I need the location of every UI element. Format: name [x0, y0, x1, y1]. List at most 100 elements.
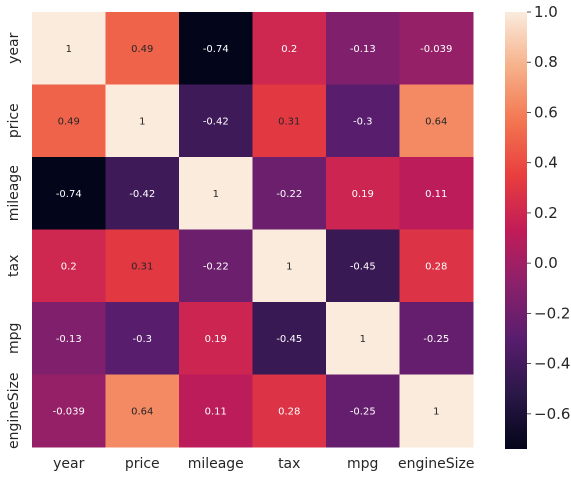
heatmap-cell [399, 374, 474, 448]
heatmap-cell [252, 302, 327, 375]
heatmap-cell [179, 302, 253, 375]
cell-value-label: -0.3 [132, 334, 152, 345]
colorbar: 1.0 0.8 0.6 0.4 0.2 0.0 −0.2 −0.4 −0.6 [505, 3, 570, 449]
x-tick-label: tax [278, 456, 300, 472]
cell-value-label: -0.13 [350, 44, 376, 55]
cell-value-label: -0.039 [420, 44, 452, 55]
cell-value-label: 0.2 [281, 44, 297, 55]
cell-value-label: 0.28 [278, 406, 300, 417]
y-tick-label: mileage [6, 165, 22, 221]
heatmap-cell [179, 374, 253, 448]
cell-value-label: -0.74 [203, 44, 229, 55]
y-tick-label: tax [6, 255, 22, 277]
cell-value-label: -0.45 [350, 261, 376, 272]
cell-value-label: 0.11 [205, 406, 227, 417]
heatmap-cell-labels: 1 0.49 -0.74 0.2 -0.13 -0.039 0.49 1 -0.42 0.31 -0… [53, 44, 453, 418]
cell-value-label: -0.25 [350, 406, 376, 417]
heatmap-cell [179, 229, 253, 303]
heatmap-cell [32, 229, 106, 303]
heatmap-cell [32, 157, 106, 230]
cell-value-label: 0.64 [131, 406, 153, 417]
heatmap-cell [399, 157, 474, 230]
heatmap-cell [32, 302, 106, 375]
colorbar-tick-label: 0.4 [534, 154, 558, 172]
cell-value-label: 0.28 [425, 261, 447, 272]
colorbar-tick-label: −0.4 [534, 355, 570, 373]
colorbar-tick-label: 0.8 [534, 53, 558, 71]
cell-value-label: 0.2 [61, 261, 77, 272]
heatmap-cells [32, 12, 474, 448]
cell-value-label: 1 [139, 116, 145, 127]
x-axis-tick-labels: year price mileage tax mpg engineSize [53, 456, 474, 472]
heatmap-cell [252, 374, 327, 448]
cell-value-label: 1 [360, 334, 366, 345]
heatmap-cell [105, 157, 180, 230]
x-tick-label: year [53, 456, 84, 472]
cell-value-label: 0.11 [425, 189, 447, 200]
x-tick-label: mpg [347, 456, 378, 472]
cell-value-label: -0.42 [129, 189, 155, 200]
cell-value-label: 1 [66, 44, 72, 55]
cell-value-label: -0.42 [203, 116, 229, 127]
heatmap-cell [399, 302, 474, 375]
heatmap-cell [32, 84, 106, 158]
heatmap-cell [32, 12, 106, 85]
heatmap-cell [326, 229, 400, 303]
heatmap-cell [179, 84, 253, 158]
heatmap-cell [326, 374, 400, 448]
cell-value-label: 0.49 [58, 116, 80, 127]
cell-value-label: -0.25 [423, 334, 449, 345]
cell-value-label: 0.31 [278, 116, 300, 127]
heatmap-cell [105, 374, 180, 448]
colorbar-tick-label: 0.2 [534, 204, 558, 222]
cell-value-label: -0.13 [56, 334, 82, 345]
cell-value-label: 1 [286, 261, 292, 272]
colorbar-tick-label: 0.0 [534, 254, 558, 272]
cell-value-label: 0.31 [131, 261, 153, 272]
y-tick-label: year [6, 32, 22, 63]
x-tick-label: mileage [188, 456, 244, 472]
cell-value-label: -0.74 [56, 189, 82, 200]
cell-value-label: -0.22 [276, 189, 302, 200]
cell-value-label: 0.64 [425, 116, 447, 127]
heatmap-cell [105, 302, 180, 375]
cell-value-label: -0.039 [53, 406, 85, 417]
heatmap-cell [105, 84, 180, 158]
heatmap-cell [399, 84, 474, 158]
heatmap-cell [179, 157, 253, 230]
x-tick-label: engineSize [398, 456, 475, 472]
heatmap-cell [32, 374, 106, 448]
colorbar-tick-labels: 1.0 0.8 0.6 0.4 0.2 0.0 −0.2 −0.4 −0.6 [527, 3, 570, 423]
heatmap-cell [252, 157, 327, 230]
heatmap-cell [326, 12, 400, 85]
heatmap-cell [326, 84, 400, 158]
cell-value-label: 1 [433, 406, 439, 417]
heatmap-cell [252, 12, 327, 85]
heatmap-cell [105, 229, 180, 303]
colorbar-tick-label: 1.0 [534, 3, 558, 21]
x-tick-label: price [125, 456, 160, 472]
heatmap-cell [399, 12, 474, 85]
heatmap-cell [252, 229, 327, 303]
cell-value-label: -0.3 [353, 116, 373, 127]
heatmap-cell [179, 12, 253, 85]
colorbar-tick-label: −0.6 [534, 405, 570, 423]
y-tick-label: mpg [6, 323, 22, 354]
cell-value-label: -0.45 [276, 334, 302, 345]
heatmap-cell [399, 229, 474, 303]
y-axis-tick-labels: year price mileage tax mpg engineSize [6, 32, 22, 449]
cell-value-label: 0.19 [352, 189, 374, 200]
heatmap-cell [326, 302, 400, 375]
colorbar-gradient [505, 12, 527, 449]
cell-value-label: 0.19 [205, 334, 227, 345]
heatmap-cell [105, 12, 180, 85]
y-tick-label: price [6, 103, 22, 138]
cell-value-label: -0.22 [203, 261, 229, 272]
y-tick-label: engineSize [6, 373, 22, 450]
cell-value-label: 1 [213, 189, 219, 200]
cell-value-label: 0.49 [131, 44, 153, 55]
heatmap-cell [252, 84, 327, 158]
colorbar-tick-label: −0.2 [534, 304, 570, 322]
colorbar-tick-label: 0.6 [534, 103, 558, 121]
